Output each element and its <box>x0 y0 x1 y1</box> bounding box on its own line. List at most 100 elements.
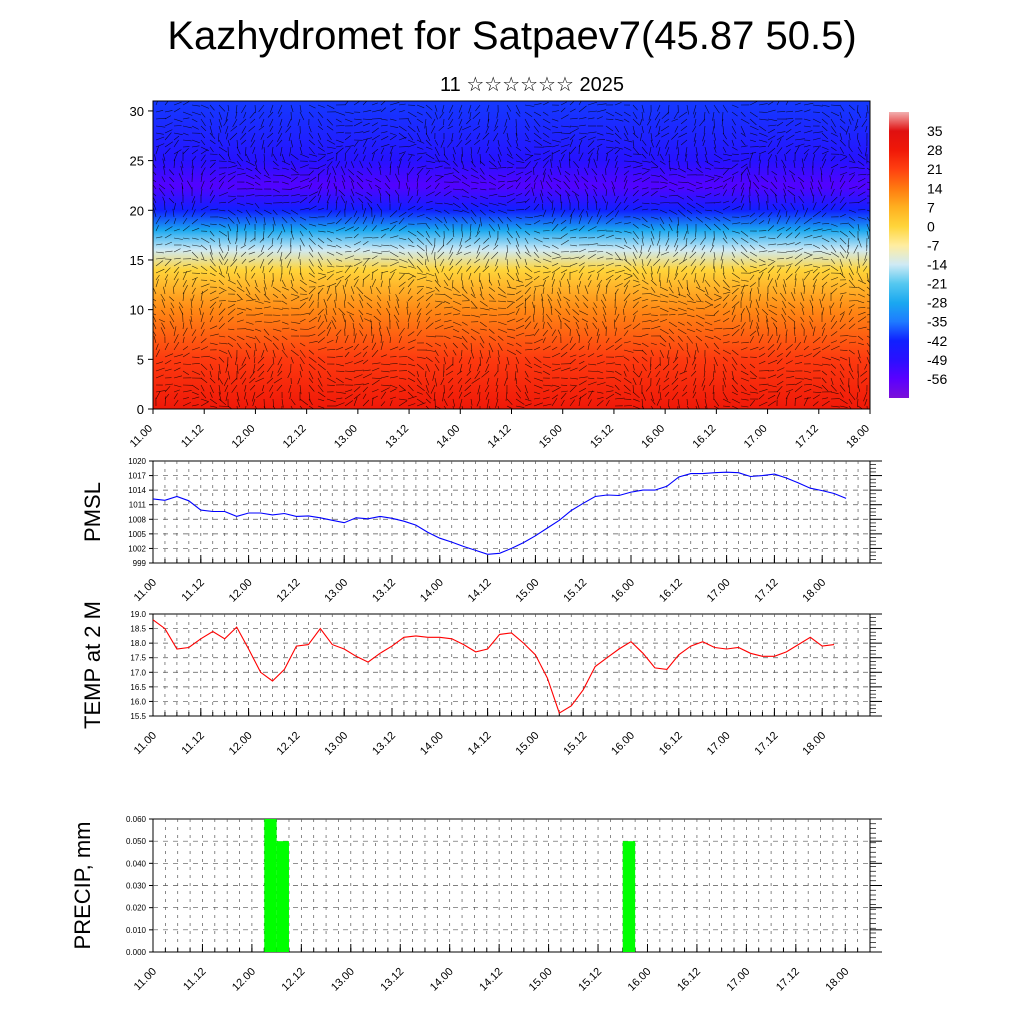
wind-vector <box>443 325 454 330</box>
wind-vector <box>668 286 674 294</box>
wind-vector <box>182 337 185 344</box>
wind-vector <box>209 195 216 204</box>
wind-vector <box>398 377 407 380</box>
wind-vector <box>641 333 649 337</box>
wind-vector <box>785 389 794 393</box>
wind-vector <box>218 237 221 246</box>
wind-vector <box>506 244 508 253</box>
wind-vector <box>745 305 751 316</box>
wind-vector <box>767 374 777 379</box>
wind-vector <box>458 118 463 126</box>
wind-vector <box>830 302 835 309</box>
wind-vector <box>191 347 200 351</box>
wind-vector <box>416 174 420 183</box>
wind-vector <box>857 335 864 341</box>
wind-vector <box>533 111 542 117</box>
wind-vector <box>362 207 366 218</box>
wind-vector <box>614 370 622 376</box>
wind-vector <box>713 342 720 350</box>
wind-vector <box>487 111 490 122</box>
wind-vector <box>857 153 866 160</box>
wind-vector <box>821 286 824 295</box>
wind-vector <box>164 210 167 218</box>
wind-vector <box>720 251 724 261</box>
wind-vector <box>668 223 673 231</box>
wind-vector <box>596 208 601 218</box>
wind-vector <box>668 300 678 303</box>
wind-vector <box>583 302 589 309</box>
wind-vector <box>239 132 247 140</box>
wind-vector <box>360 315 364 323</box>
wind-vector <box>470 328 480 334</box>
wind-vector <box>245 307 252 311</box>
wind-vector <box>830 139 837 145</box>
wind-vector <box>830 283 839 288</box>
wind-vector <box>731 139 735 146</box>
wind-vector <box>866 349 870 357</box>
wind-vector <box>801 166 805 176</box>
wind-vector <box>425 111 432 119</box>
wind-vector <box>605 168 607 176</box>
wind-vector <box>449 244 454 254</box>
wind-vector <box>740 328 745 337</box>
wind-vector <box>821 228 832 232</box>
wind-vector <box>380 401 386 407</box>
wind-vector <box>713 327 723 330</box>
wind-vector <box>551 223 559 232</box>
wind-vector <box>756 322 760 330</box>
wind-vector <box>398 158 402 169</box>
wind-vector <box>488 286 496 292</box>
wind-vector <box>290 153 299 160</box>
wind-vector <box>659 286 668 291</box>
wind-vector <box>722 370 726 380</box>
wind-vector <box>425 370 427 378</box>
wind-vector <box>542 111 549 116</box>
wind-vector <box>557 291 562 302</box>
wind-vector <box>821 195 826 204</box>
wind-vector <box>785 263 793 267</box>
wind-vector <box>218 363 221 374</box>
wind-vector <box>641 146 648 154</box>
wind-vector <box>641 139 647 146</box>
wind-vector <box>857 237 862 248</box>
wind-vector <box>866 174 870 176</box>
wind-vector <box>425 216 432 221</box>
wind-vector <box>848 174 855 183</box>
wind-vector <box>650 286 656 293</box>
colorbar-label: -14 <box>927 257 947 273</box>
wind-vector <box>317 104 325 108</box>
wind-vector <box>560 390 568 393</box>
wind-vector <box>547 322 553 330</box>
wind-vector <box>812 257 823 260</box>
wind-vector <box>218 405 229 407</box>
wind-vector <box>371 135 380 141</box>
wind-vector <box>722 286 731 291</box>
wind-vector <box>290 356 294 364</box>
wind-vector <box>578 380 587 386</box>
wind-vector <box>704 328 714 332</box>
wind-vector <box>587 370 598 372</box>
wind-vector <box>623 146 632 151</box>
wind-vector <box>371 342 377 351</box>
wind-vector <box>695 300 704 303</box>
wind-vector <box>398 125 407 132</box>
wind-vector <box>839 311 846 316</box>
wind-vector <box>353 393 361 400</box>
wind-vector <box>335 227 346 232</box>
wind-vector <box>560 251 570 253</box>
wind-vector <box>209 315 214 323</box>
wind-vector <box>776 267 782 274</box>
wind-vector <box>812 347 821 351</box>
wind-vector <box>317 337 325 344</box>
wind-vector <box>371 127 379 134</box>
wind-vector <box>802 203 805 211</box>
wind-vector <box>839 391 844 398</box>
wind-vector <box>857 146 863 155</box>
wind-vector <box>272 405 276 409</box>
wind-vector <box>245 335 256 340</box>
wind-vector <box>461 314 471 316</box>
y-axis-label: PMSL <box>80 482 105 542</box>
wind-vector <box>190 308 193 316</box>
wind-vector <box>155 215 161 225</box>
wind-vector <box>830 384 837 392</box>
